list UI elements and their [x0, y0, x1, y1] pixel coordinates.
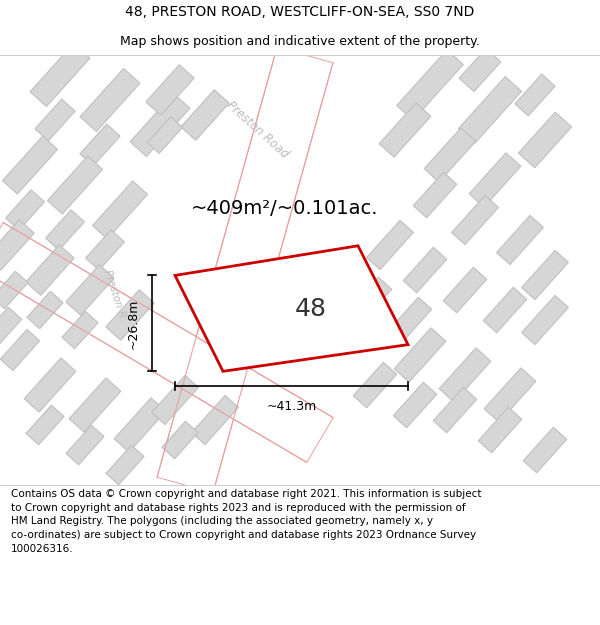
Polygon shape — [443, 268, 487, 312]
Polygon shape — [30, 44, 90, 106]
Polygon shape — [0, 220, 34, 270]
Polygon shape — [162, 421, 198, 459]
Polygon shape — [35, 99, 75, 141]
Polygon shape — [191, 396, 238, 444]
Polygon shape — [26, 405, 64, 445]
Polygon shape — [348, 278, 392, 322]
Polygon shape — [62, 311, 98, 349]
Text: 48: 48 — [295, 298, 327, 321]
Polygon shape — [66, 265, 114, 315]
Polygon shape — [92, 181, 148, 239]
Polygon shape — [47, 156, 103, 214]
Text: Map shows position and indicative extent of the property.: Map shows position and indicative extent… — [120, 35, 480, 48]
Polygon shape — [66, 425, 104, 465]
Text: Preston Road: Preston Road — [224, 99, 292, 161]
Polygon shape — [439, 348, 491, 402]
Polygon shape — [130, 94, 190, 156]
Polygon shape — [484, 368, 536, 422]
Polygon shape — [469, 153, 521, 207]
Text: ~26.8m: ~26.8m — [127, 298, 140, 349]
Polygon shape — [452, 196, 499, 244]
Text: Preston R.: Preston R. — [102, 268, 128, 322]
Polygon shape — [106, 445, 144, 485]
Polygon shape — [46, 210, 85, 250]
Polygon shape — [86, 230, 124, 270]
Polygon shape — [106, 290, 154, 340]
Polygon shape — [394, 328, 446, 382]
Polygon shape — [69, 378, 121, 432]
Polygon shape — [403, 248, 447, 292]
Polygon shape — [2, 136, 58, 194]
Polygon shape — [413, 173, 457, 218]
Text: ~41.3m: ~41.3m — [266, 400, 317, 413]
Polygon shape — [152, 376, 199, 424]
Text: ~409m²/~0.101ac.: ~409m²/~0.101ac. — [191, 199, 379, 217]
Polygon shape — [433, 388, 477, 432]
Polygon shape — [379, 103, 431, 157]
Polygon shape — [515, 74, 555, 116]
Text: 48, PRESTON ROAD, WESTCLIFF-ON-SEA, SS0 7ND: 48, PRESTON ROAD, WESTCLIFF-ON-SEA, SS0 … — [125, 5, 475, 19]
Polygon shape — [459, 49, 501, 91]
Polygon shape — [80, 69, 140, 131]
Polygon shape — [521, 296, 568, 344]
Polygon shape — [521, 251, 568, 299]
Polygon shape — [397, 50, 463, 120]
Polygon shape — [367, 221, 413, 269]
Polygon shape — [518, 112, 572, 168]
Polygon shape — [27, 291, 63, 329]
Polygon shape — [146, 65, 194, 115]
Text: Contains OS data © Crown copyright and database right 2021. This information is : Contains OS data © Crown copyright and d… — [11, 489, 481, 554]
Polygon shape — [523, 428, 567, 472]
Polygon shape — [80, 124, 120, 166]
Polygon shape — [424, 128, 476, 182]
Polygon shape — [393, 382, 437, 428]
Polygon shape — [26, 245, 74, 295]
Polygon shape — [175, 246, 408, 371]
Polygon shape — [0, 308, 22, 352]
Polygon shape — [148, 117, 182, 153]
Polygon shape — [353, 362, 397, 408]
Polygon shape — [388, 298, 432, 343]
Polygon shape — [0, 271, 28, 309]
Polygon shape — [478, 408, 522, 452]
Polygon shape — [483, 288, 527, 332]
Polygon shape — [181, 90, 229, 140]
Polygon shape — [1, 329, 40, 371]
Polygon shape — [0, 222, 333, 462]
Polygon shape — [497, 216, 544, 264]
Polygon shape — [114, 398, 166, 452]
Polygon shape — [458, 77, 521, 143]
Polygon shape — [24, 358, 76, 412]
Polygon shape — [157, 48, 333, 493]
Polygon shape — [5, 190, 44, 230]
